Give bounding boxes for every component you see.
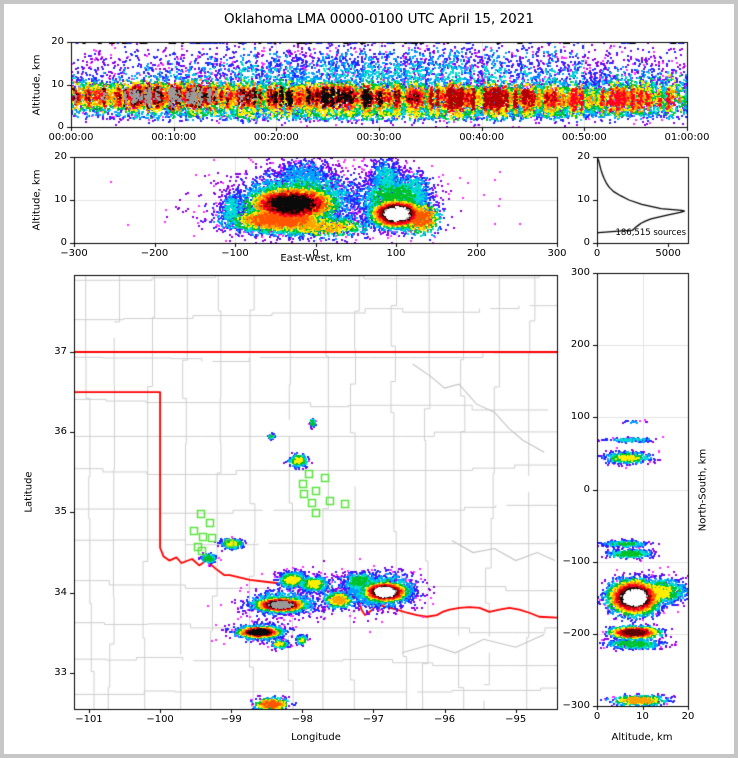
ns_cross-ytick-label-1: 200: [570, 339, 590, 351]
ew-cross-xlabel: East-West, km: [280, 253, 352, 264]
ns_cross-ytick-label-3: 0: [583, 483, 590, 495]
map-xtick-label-5: −96: [434, 714, 456, 725]
time_height-xtick-label-0: 00:00:00: [48, 132, 94, 143]
ew_cross-xtick-label-3: 0: [312, 248, 319, 259]
ew_cross-xtick-label-4: 100: [386, 248, 406, 259]
ew_cross-xtick-label-0: −300: [60, 248, 88, 259]
map-ytick-label-3: 36: [54, 426, 67, 438]
ns-cross-xlabel: Altitude, km: [611, 732, 673, 743]
ns_cross-ytick-label-2: 100: [570, 411, 590, 423]
ns_cross-xtick-label-2: 20: [681, 711, 695, 722]
map-xtick-label-0: −101: [75, 714, 103, 725]
map-ytick-label-2: 35: [54, 506, 67, 518]
figure-title: Oklahoma LMA 0000-0100 UTC April 15, 202…: [224, 11, 534, 27]
map-xtick-label-2: −99: [220, 714, 242, 725]
ns_cross-xtick-label-0: 0: [593, 711, 601, 722]
ns_cross-ytick-label-5: −200: [562, 627, 590, 639]
ew_cross-xtick-label-1: −200: [140, 248, 169, 259]
histogram-ytick-label-0: 0: [583, 237, 590, 248]
histogram-ytick-label-2: 20: [577, 151, 590, 162]
ew_cross-ytick-label-1: 10: [54, 194, 67, 205]
histogram-xtick-label-0: 0: [593, 248, 601, 259]
time_height-ytick-label-1: 10: [51, 78, 64, 90]
map-xtick-label-4: −97: [362, 714, 385, 725]
time_height-xtick-label-4: 00:40:00: [459, 132, 505, 143]
map-ytick-label-4: 37: [54, 346, 67, 357]
time_height-xtick-label-3: 00:30:00: [356, 132, 402, 143]
ns_cross-ytick-label-0: 300: [570, 267, 590, 278]
map-xtick-label-6: −95: [505, 714, 527, 725]
ns-cross-ylabel: North-South, km: [697, 448, 709, 532]
ew_cross-ytick-label-0: 0: [60, 237, 67, 248]
ns_cross-ytick-label-6: −300: [562, 700, 590, 711]
ew_cross-ytick-label-2: 20: [54, 151, 67, 162]
map-ytick-label-0: 33: [54, 666, 67, 678]
time_height-ytick-label-0: 0: [57, 121, 64, 132]
ew_cross-xtick-label-2: −100: [221, 248, 249, 259]
histogram-source-count: 186,515 sources: [615, 228, 686, 238]
ns_cross-xtick-label-1: 10: [636, 711, 649, 722]
time_height-xtick-label-1: 00:10:00: [151, 132, 197, 143]
histogram-xtick-label-1: 5000: [655, 248, 681, 259]
map-ytick-label-1: 34: [54, 586, 67, 598]
time_height-xtick-label-2: 00:20:00: [253, 132, 299, 143]
map-xtick-label-1: −100: [146, 714, 174, 725]
histogram-ytick-label-1: 10: [577, 194, 590, 205]
time_height-xtick-label-6: 01:00:00: [664, 132, 710, 143]
ew_cross-xtick-label-5: 200: [466, 248, 487, 259]
ew_cross-xtick-label-6: 300: [547, 248, 567, 259]
time_height-ytick-label-2: 20: [51, 36, 64, 47]
time_height-xtick-label-5: 00:50:00: [561, 132, 607, 143]
map-xlabel: Longitude: [291, 732, 341, 743]
ns_cross-ytick-label-4: −100: [562, 555, 590, 567]
map-xtick-label-3: −98: [291, 714, 313, 725]
